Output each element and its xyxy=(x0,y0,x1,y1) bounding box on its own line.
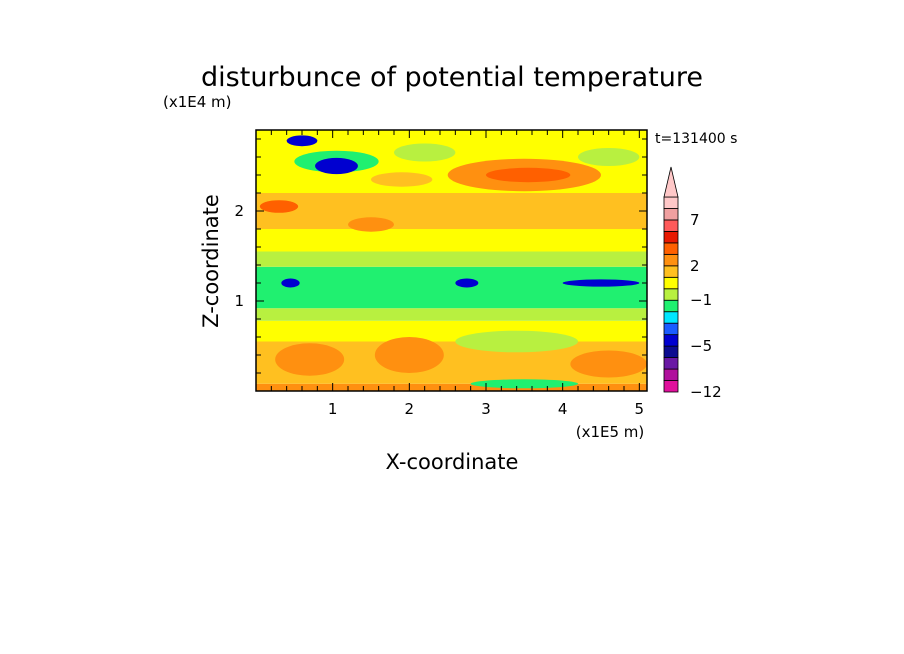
contour-feature-11 xyxy=(281,278,300,288)
field-band-3 xyxy=(256,308,647,321)
y-unit-label: (x1E4 m) xyxy=(163,93,232,111)
colorbar-swatch xyxy=(663,368,679,381)
colorbar-swatch xyxy=(663,288,679,301)
contour-feature-17 xyxy=(570,350,647,378)
colorbar-extend-arrow xyxy=(663,166,679,198)
colorbar-swatch xyxy=(663,380,679,393)
field-band-0 xyxy=(256,383,647,391)
colorbar-swatch xyxy=(663,345,679,358)
contour-feature-12 xyxy=(455,278,479,288)
x-tick-label: 3 xyxy=(481,400,491,418)
colorbar-label: 2 xyxy=(690,257,700,275)
colorbar-swatch xyxy=(663,265,679,278)
plot-frame xyxy=(255,129,648,392)
time-label: t=131400 s xyxy=(655,131,737,147)
contour-feature-6 xyxy=(394,143,456,162)
colorbar-swatch xyxy=(663,208,679,221)
y-tick-label: 1 xyxy=(234,292,244,310)
y-axis: 12 xyxy=(234,138,647,374)
colorbar-label: −5 xyxy=(690,337,712,355)
y-tick-label: 2 xyxy=(234,202,244,220)
colorbar-swatch xyxy=(663,334,679,347)
contour-feature-16 xyxy=(455,330,578,353)
x-axis-label: X-coordinate xyxy=(386,450,519,474)
colorbar-label: 7 xyxy=(690,211,700,229)
x-axis: 1 2 3 4 5 xyxy=(270,130,645,418)
x-tick-label: 2 xyxy=(405,400,415,418)
contour-feature-7 xyxy=(371,172,433,187)
contour-feature-10 xyxy=(578,148,640,166)
contour-feature-14 xyxy=(374,337,444,373)
colorbar-swatch xyxy=(663,196,679,209)
y-axis-label: Z-coordinate xyxy=(199,194,223,328)
colorbar-swatch xyxy=(663,322,679,336)
colorbar-swatch xyxy=(663,276,679,290)
colorbar-label: −1 xyxy=(690,291,712,309)
colorbar-swatch xyxy=(663,219,679,232)
field-band-5 xyxy=(256,251,647,267)
colorbar-swatch xyxy=(663,311,679,324)
colorbar-swatch xyxy=(663,253,679,267)
field-band-7 xyxy=(256,193,647,229)
contour-feature-15 xyxy=(275,343,345,376)
contour-feature-13 xyxy=(562,279,640,287)
x-tick-label: 1 xyxy=(328,400,338,418)
colorbar-swatch xyxy=(663,231,679,244)
field-band-6 xyxy=(256,229,647,252)
contour-feature-8 xyxy=(259,200,299,213)
colorbar-label: −12 xyxy=(690,383,722,401)
x-tick-label: 5 xyxy=(635,400,645,418)
contour-feature-2 xyxy=(315,157,358,175)
contour-feature-3 xyxy=(286,135,318,147)
colorbar-swatch xyxy=(663,299,679,313)
colorbar: 7 2 −1 −5 −12 xyxy=(663,166,722,401)
x-tick-label: 4 xyxy=(558,400,568,418)
contour-feature-0 xyxy=(256,132,295,155)
field-band-4 xyxy=(256,266,647,309)
colorbar-swatch xyxy=(663,242,679,255)
chart-title: disturbunce of potential temperature xyxy=(201,62,703,93)
x-unit-label: (x1E5 m) xyxy=(576,423,645,441)
field-band-2 xyxy=(256,320,647,342)
contour-feature-18 xyxy=(470,379,578,389)
contour-feature-5 xyxy=(486,167,571,183)
contour-feature-9 xyxy=(348,217,394,232)
colorbar-swatch xyxy=(663,357,679,370)
contour-plot-area xyxy=(256,130,647,391)
